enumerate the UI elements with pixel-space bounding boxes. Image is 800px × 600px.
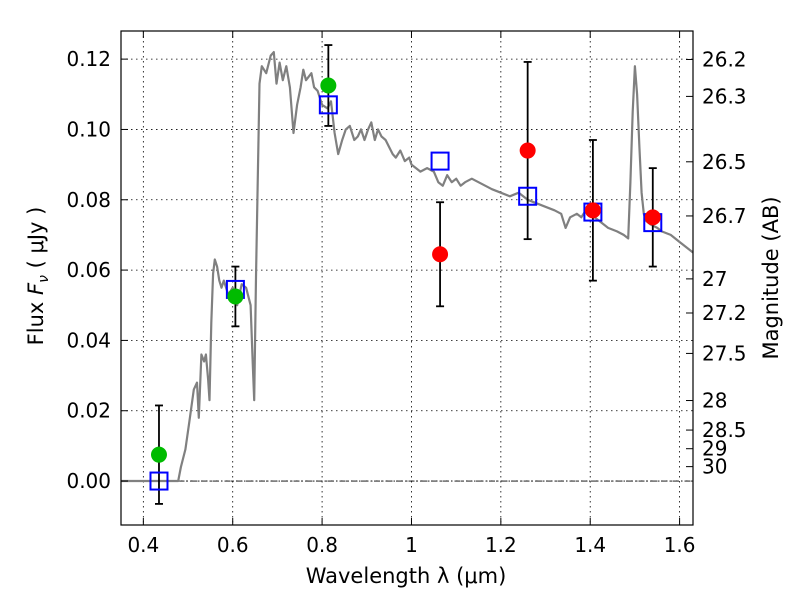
y-tick-label: 0.02 xyxy=(66,399,111,423)
right-tick-label: 27 xyxy=(702,267,727,291)
y-axis-label-var: F xyxy=(24,282,48,295)
model-square-marker xyxy=(149,471,169,491)
detection-point xyxy=(150,446,167,463)
nondetection-point xyxy=(584,202,601,219)
y-axis-label: Flux Fν ( μJy ) xyxy=(24,207,52,346)
error-bars xyxy=(154,44,657,505)
nondetection-point xyxy=(432,246,449,263)
right-tick-label: 29 xyxy=(702,437,727,461)
x-tick-label: 1.4 xyxy=(574,533,606,557)
right-tick-label: 26.7 xyxy=(702,204,747,228)
model-square-marker xyxy=(318,95,338,115)
x-axis-label: Wavelength λ (μm) xyxy=(306,564,507,588)
y-tick-label: 0.06 xyxy=(66,258,111,282)
right-tick-label: 26.5 xyxy=(702,150,747,174)
nondetection-point xyxy=(644,209,661,226)
y-axis-label-unit: ( μJy ) xyxy=(24,207,48,275)
axis-ticks: 0.4 0.6 0.8 1 1.2 1.4 1.6 0.00 0.02 0.04 0.06 0.08 0… xyxy=(66,31,747,557)
right-tick-label: 28 xyxy=(702,389,727,413)
detection-point xyxy=(227,288,244,305)
nondetection-point xyxy=(519,142,536,159)
y-tick-label: 0.10 xyxy=(66,117,111,141)
data-markers xyxy=(149,77,663,491)
y-tick-label: 0.08 xyxy=(66,188,111,212)
y-axis-label-sub: ν xyxy=(36,275,52,283)
x-tick-label: 1.2 xyxy=(485,533,517,557)
x-tick-label: 0.8 xyxy=(306,533,338,557)
right-axis-label: Magnitude (AB) xyxy=(759,196,783,359)
y-tick-label: 0.04 xyxy=(66,328,111,352)
right-tick-label: 26.3 xyxy=(702,84,747,108)
grid-lines xyxy=(121,31,693,525)
right-tick-label: 28.5 xyxy=(702,418,747,442)
x-tick-label: 0.6 xyxy=(217,533,249,557)
y-tick-label: 0.12 xyxy=(66,47,111,71)
spectrum-line xyxy=(121,50,694,483)
right-tick-label: 26.2 xyxy=(702,47,747,71)
right-tick-label: 30 xyxy=(702,455,727,479)
x-tick-label: 1 xyxy=(405,533,418,557)
model-square-marker xyxy=(430,151,450,171)
plot-frame xyxy=(120,30,694,526)
y-axis-label-prefix: Flux xyxy=(24,295,48,345)
x-tick-label: 0.4 xyxy=(127,533,159,557)
right-tick-label: 27.5 xyxy=(702,341,747,365)
detection-point xyxy=(320,77,337,94)
right-tick-label: 27.2 xyxy=(702,301,747,325)
y-tick-label: 0.00 xyxy=(66,469,111,493)
model-square-marker xyxy=(518,186,538,206)
x-tick-label: 1.6 xyxy=(664,533,696,557)
spectrum-layer xyxy=(121,50,694,483)
